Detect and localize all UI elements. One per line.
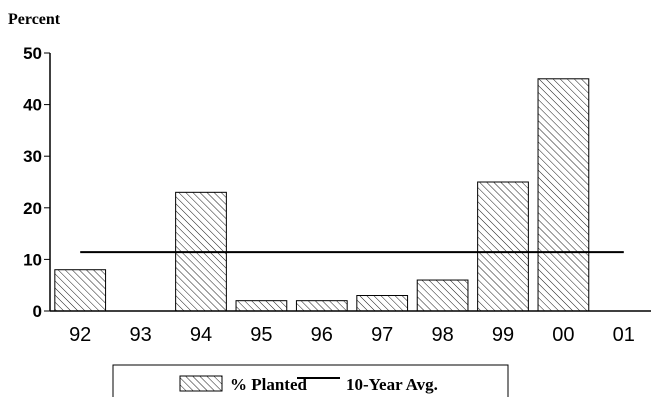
legend-swatch	[179, 375, 223, 392]
legend-box	[112, 364, 509, 397]
y-tick-label: 20	[23, 199, 42, 218]
bar	[477, 181, 529, 312]
legend: % Planted 10-Year Avg.	[112, 364, 509, 397]
bar	[295, 300, 348, 312]
bar	[537, 78, 590, 312]
bar	[416, 279, 469, 312]
y-tick-label: 40	[23, 96, 42, 115]
y-axis-label: Percent	[8, 11, 61, 28]
legend-label: % Planted	[230, 375, 308, 394]
y-tick-label: 50	[23, 44, 42, 63]
x-tick-label: 99	[492, 324, 514, 346]
bar	[54, 269, 107, 312]
y-tick-label: 0	[33, 302, 42, 321]
x-tick-label: 96	[311, 324, 333, 346]
y-tick-label: 30	[23, 147, 42, 166]
bar	[235, 300, 288, 312]
legend-label: 10-Year Avg.	[346, 375, 438, 394]
y-tick-label: 10	[23, 250, 42, 269]
x-tick-label: 01	[613, 324, 635, 346]
x-tick-label: 92	[69, 324, 91, 346]
x-tick-label: 93	[129, 324, 151, 346]
x-tick-label: 95	[250, 324, 272, 346]
x-tick-label: 97	[371, 324, 393, 346]
x-tick-label: 00	[552, 324, 574, 346]
bar	[356, 295, 409, 312]
x-tick-label: 94	[190, 324, 212, 346]
x-tick-label: 98	[431, 324, 453, 346]
